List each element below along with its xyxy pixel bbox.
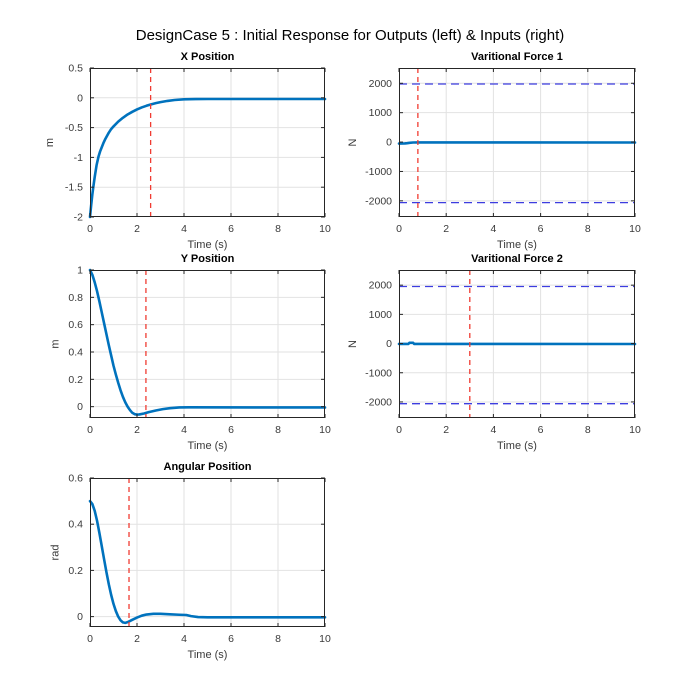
x-tick-label: 0	[87, 424, 93, 436]
x-tick-label: 4	[181, 223, 187, 235]
plot-title: X Position	[181, 51, 235, 63]
x-tick-label: 10	[319, 633, 331, 645]
axes-box	[90, 68, 325, 217]
x-tick-label: 4	[490, 424, 496, 436]
axes-box	[90, 478, 325, 627]
y-axis-label: N	[347, 340, 359, 348]
y-tick-label: 0	[77, 401, 83, 413]
x-axis-label: Time (s)	[188, 440, 228, 452]
y-tick-label: -2000	[365, 195, 392, 207]
plot-angular-position: 0 2 4 6 8 10 0 0.2 0.4 0.6 Angular Position Time (s…	[50, 461, 331, 661]
x-tick-label: 10	[319, 223, 331, 235]
y-axis-label: rad	[50, 545, 62, 561]
y-tick-label: 0.2	[68, 565, 83, 577]
y-axis-label: m	[44, 138, 56, 147]
x-tick-label: 2	[134, 424, 140, 436]
x-tick-label: 0	[396, 223, 402, 235]
x-tick-label: 10	[319, 424, 331, 436]
plot-title: Y Position	[181, 253, 235, 265]
x-tick-label: 6	[228, 633, 234, 645]
x-tick-label: 6	[228, 223, 234, 235]
plot-varitional-force-2: 0 2 4 6 8 10 -2000 -1000 0 1000 2000 Varitional For…	[347, 253, 641, 452]
y-tick-label: 0.8	[68, 292, 83, 304]
y-tick-label: -0.5	[65, 122, 83, 134]
x-tick-label: 8	[275, 633, 281, 645]
plot-y-position: 0 2 4 6 8 10 0 0.2 0.4 0.6 0.8 1 Y Position Time (s) m	[50, 253, 331, 452]
y-tick-label: 0	[77, 92, 83, 104]
x-tick-label: 4	[490, 223, 496, 235]
x-tick-label: 4	[181, 633, 187, 645]
x-axis-label: Time (s)	[188, 239, 228, 251]
plot-varitional-force-1: 0 2 4 6 8 10 -2000 -1000 0 1000 2000 Varitional For…	[347, 51, 641, 251]
y-tick-label: 0.6	[68, 473, 83, 485]
y-tick-label: 1	[77, 265, 83, 277]
x-tick-label: 6	[228, 424, 234, 436]
y-tick-label: 1000	[369, 107, 393, 119]
axes-box	[90, 270, 325, 418]
x-tick-label: 8	[275, 424, 281, 436]
x-tick-label: 8	[585, 223, 591, 235]
x-tick-label: 0	[87, 633, 93, 645]
plot-title: Varitional Force 2	[471, 253, 563, 265]
x-tick-label: 10	[629, 223, 641, 235]
x-tick-label: 0	[87, 223, 93, 235]
y-tick-label: -2	[74, 212, 83, 224]
x-axis-label: Time (s)	[497, 239, 537, 251]
x-tick-label: 2	[134, 223, 140, 235]
x-tick-label: 6	[538, 223, 544, 235]
y-tick-label: 0.6	[68, 319, 83, 331]
x-tick-label: 4	[181, 424, 187, 436]
angular-position-response-curve	[88, 499, 327, 625]
y-tick-label: 1000	[369, 309, 393, 321]
y-tick-label: 0	[386, 338, 392, 350]
force-1-input-curve	[397, 141, 637, 145]
plot-x-position: 0 2 4 6 8 10 -2 -1.5 -1 -0.5 0 0.5 X Position Time (s…	[44, 51, 331, 251]
x-axis-label: Time (s)	[497, 440, 537, 452]
y-position-response-curve	[88, 268, 327, 416]
x-tick-label: 2	[443, 223, 449, 235]
plot-title: Angular Position	[164, 461, 252, 473]
x-tick-label: 2	[134, 633, 140, 645]
x-tick-label: 10	[629, 424, 641, 436]
y-tick-label: -1000	[365, 367, 392, 379]
y-tick-label: 0.4	[68, 519, 83, 531]
y-tick-label: 0.2	[68, 374, 83, 386]
force-2-input-curve	[397, 341, 637, 346]
x-tick-label: 2	[443, 424, 449, 436]
y-tick-label: -1.5	[65, 182, 83, 194]
y-tick-label: -1000	[365, 166, 392, 178]
x-tick-label: 0	[396, 424, 402, 436]
x-position-response-curve	[88, 97, 327, 219]
y-tick-label: 0	[386, 137, 392, 149]
x-tick-label: 8	[275, 223, 281, 235]
x-tick-label: 8	[585, 424, 591, 436]
y-tick-label: 0.5	[68, 63, 83, 75]
y-axis-label: m	[50, 339, 62, 348]
y-tick-label: 0	[77, 611, 83, 623]
y-tick-label: 2000	[369, 78, 393, 90]
x-tick-label: 6	[538, 424, 544, 436]
figure-title: DesignCase 5 : Initial Response for Outp…	[135, 27, 565, 44]
y-axis-label: N	[347, 138, 359, 146]
y-tick-label: -1	[74, 152, 83, 164]
y-tick-label: 2000	[369, 280, 393, 292]
x-axis-label: Time (s)	[188, 649, 228, 661]
y-tick-label: -2000	[365, 396, 392, 408]
y-tick-label: 0.4	[68, 346, 83, 358]
plot-title: Varitional Force 1	[471, 51, 563, 63]
